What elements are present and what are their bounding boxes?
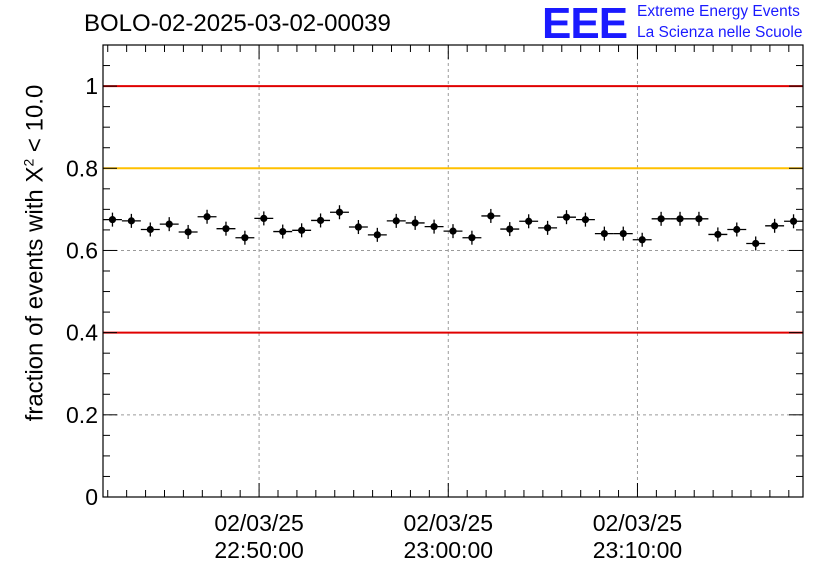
- data-point: [279, 227, 287, 236]
- y-axis-label-prefix: fraction of events with: [21, 182, 49, 422]
- logo-line-2: La Scienza nelle Scuole: [637, 24, 803, 41]
- data-point: [430, 223, 438, 231]
- data-point: [165, 220, 173, 228]
- y-tick-label: 0.8: [66, 155, 98, 181]
- data-point: [203, 213, 211, 221]
- data-point: [562, 213, 571, 221]
- data-point: [184, 228, 192, 236]
- data-markers: [103, 205, 803, 251]
- reference-lines: [103, 85, 803, 334]
- data-point: [714, 230, 722, 239]
- x-tick-label-time: 22:50:00: [214, 537, 304, 563]
- y-axis-label-symbol: X: [21, 166, 49, 183]
- data-point: [695, 215, 703, 223]
- data-point: [638, 236, 646, 244]
- x-tick-label-time: 23:00:00: [404, 537, 494, 563]
- data-point: [316, 216, 325, 225]
- data-point: [108, 216, 117, 224]
- data-point: [506, 225, 514, 233]
- y-tick-label: 0.4: [66, 320, 98, 346]
- data-point: [676, 215, 684, 223]
- y-tick-label: 0.2: [66, 402, 98, 428]
- y-axis-label-suffix: < 10.0: [21, 84, 49, 159]
- y-axis-label: fraction of events with X2 < 10.0: [21, 85, 50, 422]
- x-tick-label-date: 02/03/25: [404, 510, 494, 536]
- data-point: [335, 208, 344, 216]
- data-point: [449, 227, 457, 235]
- data-point: [752, 239, 760, 248]
- data-point: [600, 230, 608, 238]
- data-point: [373, 231, 381, 239]
- data-point: [657, 215, 665, 223]
- y-tick-label: 0.6: [66, 237, 98, 263]
- data-point: [146, 225, 154, 234]
- data-point: [468, 234, 476, 242]
- data-point: [581, 216, 590, 224]
- y-tick-label: 0: [85, 484, 98, 510]
- data-point: [543, 224, 552, 232]
- run-title: BOLO-02-2025-03-02-00039: [84, 10, 391, 37]
- data-point: [392, 217, 400, 225]
- data-point: [298, 226, 306, 234]
- data-point: [241, 234, 249, 242]
- logo-line-1: Extreme Energy Events: [637, 3, 800, 20]
- eee-logo: EEE: [542, 0, 628, 48]
- data-point: [127, 217, 135, 225]
- x-tick-label-date: 02/03/25: [214, 510, 304, 536]
- data-point: [619, 230, 627, 238]
- y-axis: 0 0.2 0.4 0.6 0.8 1: [66, 44, 803, 510]
- x-axis: 02/03/2522:50:0002/03/2523:00:0002/03/25…: [107, 45, 790, 563]
- y-axis-label-superscript: 2: [20, 158, 37, 167]
- x-tick-label-date: 02/03/25: [593, 510, 683, 536]
- data-point: [525, 217, 533, 225]
- y-tick-label: 1: [85, 73, 98, 99]
- data-point: [354, 223, 363, 231]
- data-point: [260, 214, 268, 223]
- x-tick-label-time: 23:10:00: [593, 537, 683, 563]
- data-point: [411, 219, 419, 227]
- data-point: [789, 217, 798, 225]
- data-point: [771, 222, 779, 230]
- data-point: [733, 225, 741, 234]
- plot-frame: [102, 44, 804, 498]
- grid-lines: [103, 45, 803, 497]
- data-point: [487, 212, 495, 220]
- data-point: [222, 225, 230, 233]
